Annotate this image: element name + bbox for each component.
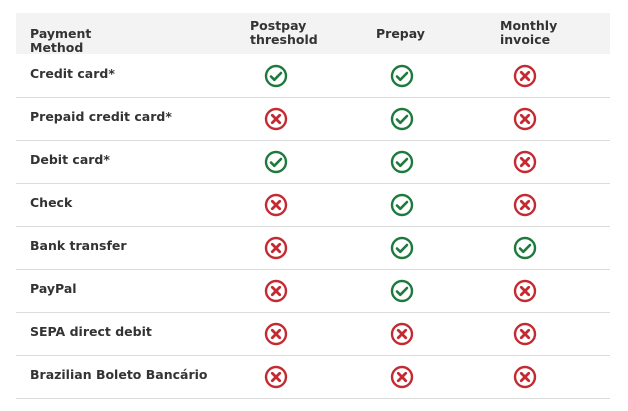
row-label: Brazilian Boleto Bancário <box>30 367 208 382</box>
check-icon <box>390 107 414 131</box>
row-label: Bank transfer <box>30 238 127 253</box>
cross-icon <box>264 193 288 217</box>
cross-icon <box>513 150 537 174</box>
row-label: Debit card* <box>30 152 110 167</box>
row-separator <box>16 398 610 399</box>
check-icon <box>390 279 414 303</box>
check-icon <box>390 193 414 217</box>
cross-icon <box>513 365 537 389</box>
header-cell: Prepay <box>376 26 425 41</box>
cross-icon <box>264 107 288 131</box>
check-icon <box>513 236 537 260</box>
row-separator <box>16 226 610 227</box>
payment-table: Payment Method Postpay threshold Prepay Mon… <box>16 13 610 399</box>
cross-icon <box>513 64 537 88</box>
cross-icon <box>390 365 414 389</box>
row-label: Check <box>30 195 73 210</box>
header-cell: Postpay threshold <box>250 18 318 47</box>
row-separator <box>16 269 610 270</box>
header-cell: Payment Method <box>30 26 92 55</box>
row-separator <box>16 183 610 184</box>
check-icon <box>264 150 288 174</box>
check-icon <box>390 64 414 88</box>
header-row <box>16 13 610 54</box>
cross-icon <box>390 322 414 346</box>
row-label: PayPal <box>30 281 77 296</box>
cross-icon <box>264 279 288 303</box>
check-icon <box>390 150 414 174</box>
cross-icon <box>264 236 288 260</box>
row-label: Credit card* <box>30 66 115 81</box>
row-separator <box>16 312 610 313</box>
header-cell: Monthly invoice <box>500 18 558 47</box>
check-icon <box>390 236 414 260</box>
cross-icon <box>264 322 288 346</box>
row-separator <box>16 140 610 141</box>
check-icon <box>264 64 288 88</box>
cross-icon <box>264 365 288 389</box>
cross-icon <box>513 193 537 217</box>
row-separator <box>16 97 610 98</box>
cross-icon <box>513 107 537 131</box>
cross-icon <box>513 279 537 303</box>
row-label: Prepaid credit card* <box>30 109 172 124</box>
cross-icon <box>513 322 537 346</box>
row-separator <box>16 355 610 356</box>
row-label: SEPA direct debit <box>30 324 152 339</box>
